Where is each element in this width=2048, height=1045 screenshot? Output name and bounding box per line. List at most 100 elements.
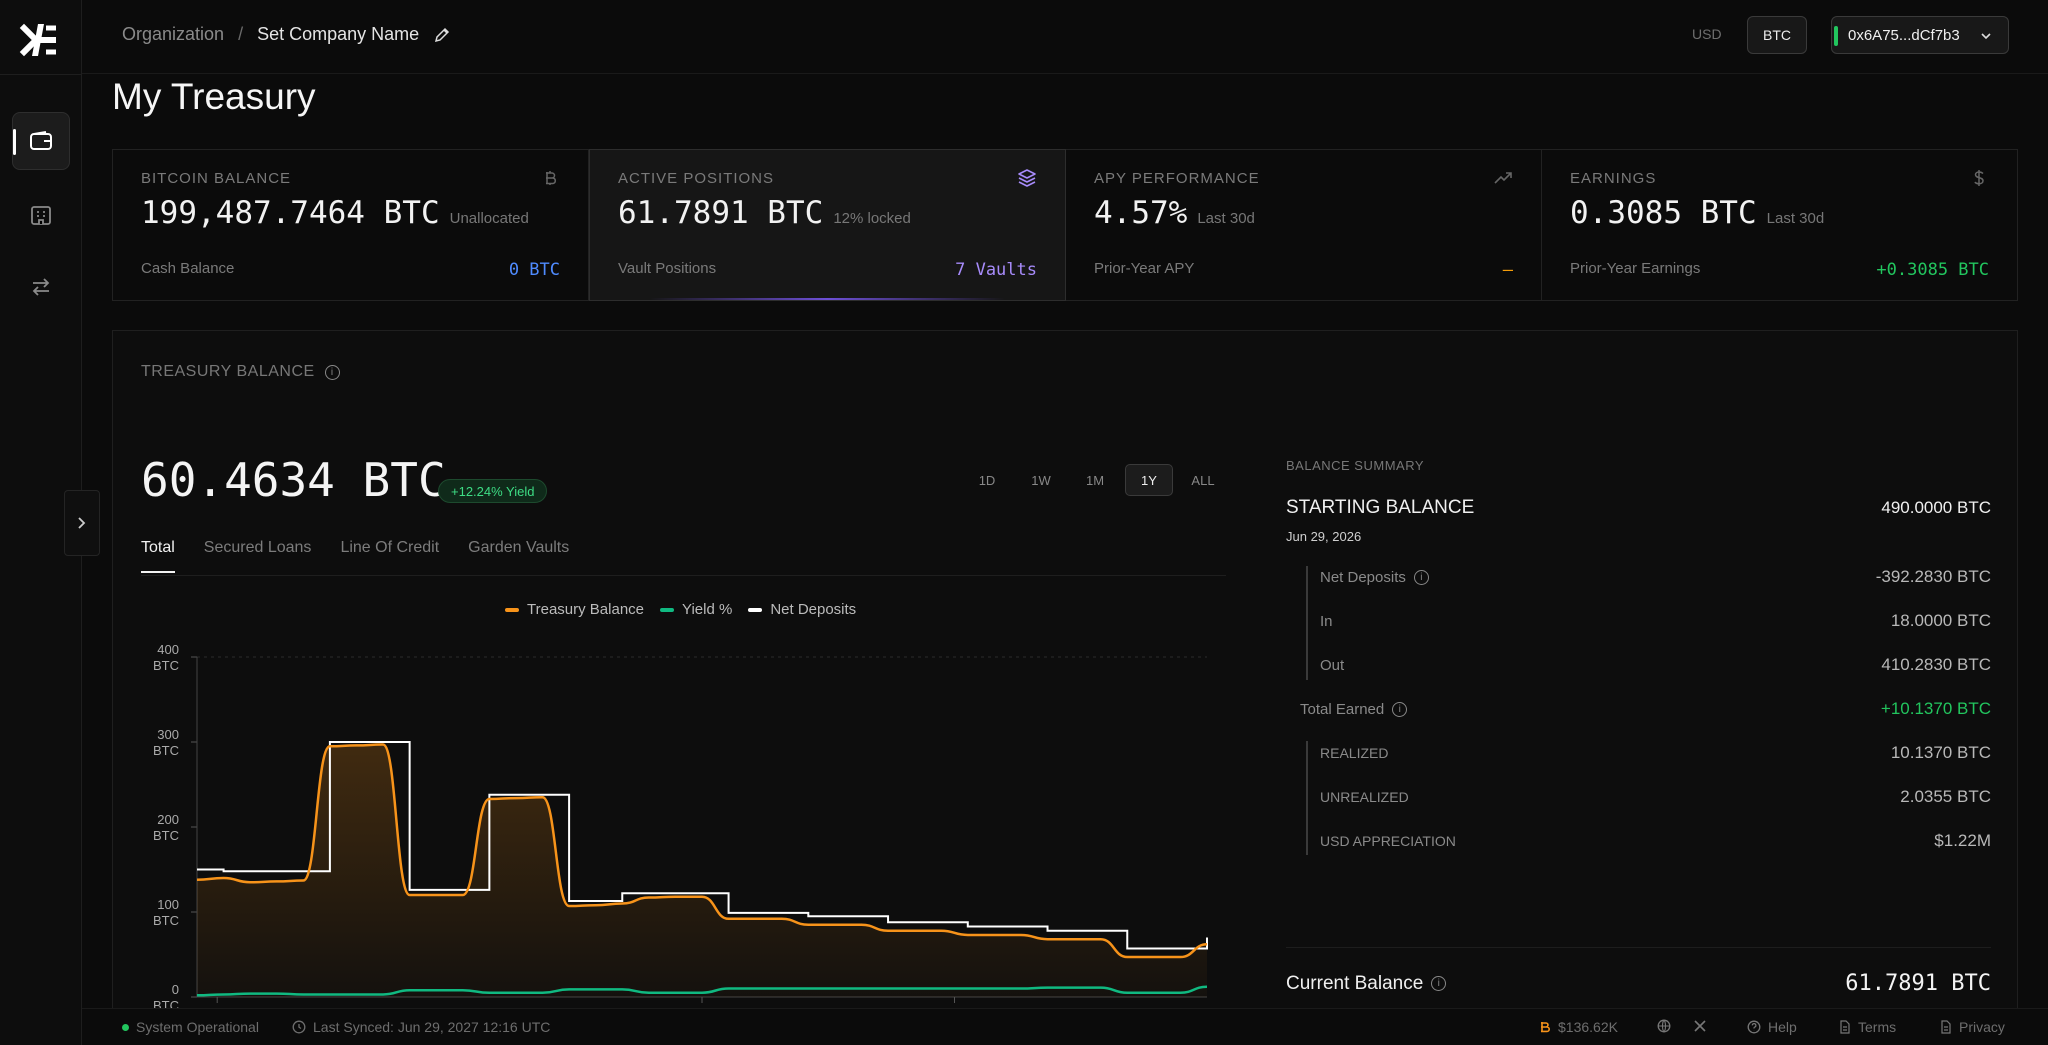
legend-item-yield[interactable]: Yield % <box>660 601 732 618</box>
building-icon <box>31 206 51 225</box>
stat-value: 199,487.7464 BTC <box>141 195 440 231</box>
breadcrumb: Organization / Set Company Name <box>122 24 451 45</box>
earned-tree-line <box>1306 741 1308 855</box>
tab-total[interactable]: Total <box>141 539 175 573</box>
treasury-label: TREASURY BALANCE <box>141 363 315 380</box>
range-1y[interactable]: 1Y <box>1125 464 1173 496</box>
y-tick-label: 0 <box>172 982 179 997</box>
sidebar-item-wallet[interactable] <box>12 112 70 170</box>
balance-summary: BALANCE SUMMARY STARTING BALANCE 490.000… <box>1286 331 1991 1029</box>
tab-secured-loans[interactable]: Secured Loans <box>203 539 312 556</box>
chevron-down-icon <box>1981 33 1991 40</box>
stat-foot-value: 7 Vaults <box>955 260 1037 280</box>
help-link[interactable]: Help <box>1747 1019 1797 1035</box>
pencil-icon[interactable] <box>433 26 451 44</box>
starting-balance-row: STARTING BALANCE 490.0000 BTC <box>1286 497 1991 519</box>
help-label: Help <box>1768 1019 1797 1035</box>
deposits-in-value: 18.0000 BTC <box>1890 611 1991 630</box>
stat-foot-value: +0.3085 BTC <box>1876 260 1989 280</box>
stat-sub: Last 30d <box>1197 210 1255 227</box>
x-logo-icon <box>1694 1020 1706 1032</box>
btc-price: $136.62K <box>1539 1019 1618 1035</box>
realized-row: REALIZED 10.1370 BTC <box>1320 743 1991 763</box>
currency-usd-toggle[interactable]: USD <box>1692 26 1722 42</box>
stat-card-active-positions[interactable]: ACTIVE POSITIONS 61.7891 BTC 12% locked … <box>589 149 1066 301</box>
x-link[interactable] <box>1693 1019 1707 1033</box>
terms-link[interactable]: Terms <box>1839 1019 1896 1035</box>
legend-label: Yield % <box>682 601 733 618</box>
stat-sub: 12% locked <box>833 210 911 227</box>
treasury-balance-line[interactable] <box>196 743 1208 959</box>
stat-cards: BITCOIN BALANCE 199,487.7464 BTC Unalloc… <box>112 149 2018 301</box>
layers-icon <box>1018 169 1036 187</box>
treasury-panel: TREASURY BALANCE i 60.4634 BTC +12.24% Y… <box>112 330 2018 1030</box>
tabs-divider <box>141 575 1226 576</box>
privacy-link[interactable]: Privacy <box>1940 1019 2005 1035</box>
net-deposits-line[interactable] <box>197 741 1208 950</box>
trending-up-icon <box>1494 172 1512 184</box>
current-balance-label-group: Current Balance i <box>1286 973 1447 995</box>
unrealized-value: 2.0355 BTC <box>1900 787 1991 806</box>
treasury-tabs: Total Secured Loans Line Of Credit Garde… <box>141 539 569 573</box>
chart-legend: Treasury Balance Yield % Net Deposits <box>505 601 856 618</box>
stat-label: BITCOIN BALANCE <box>141 170 292 187</box>
globe-link[interactable] <box>1657 1019 1671 1033</box>
tab-garden-vaults[interactable]: Garden Vaults <box>468 539 570 556</box>
range-1m[interactable]: 1M <box>1085 472 1105 488</box>
top-header: Organization / Set Company Name USD BTC … <box>82 0 2048 74</box>
usd-appreciation-value: $1.22M <box>1934 831 1991 850</box>
stat-card-earnings[interactable]: EARNINGS 0.3085 BTC Last 30d Prior-Year … <box>1542 150 2017 300</box>
breadcrumb-organization[interactable]: Organization <box>122 24 225 44</box>
stat-card-apy-performance[interactable]: APY PERFORMANCE 4.57% Last 30d Prior-Yea… <box>1066 150 1542 300</box>
legend-item-treasury-balance[interactable]: Treasury Balance <box>505 601 644 618</box>
breadcrumb-separator: / <box>238 24 244 44</box>
info-icon[interactable]: i <box>1431 975 1447 991</box>
range-1w[interactable]: 1W <box>1031 472 1051 488</box>
arrows-swap-icon <box>32 278 50 296</box>
y-tick-unit: BTC <box>153 743 179 758</box>
y-tick-unit: BTC <box>153 828 179 843</box>
wallet-icon <box>30 131 52 150</box>
stat-label: APY PERFORMANCE <box>1094 170 1260 187</box>
stat-foot-label: Prior-Year Earnings <box>1570 260 1701 277</box>
yield-badge: +12.24% Yield <box>438 479 548 503</box>
info-icon[interactable]: i <box>324 364 340 380</box>
wallet-dropdown[interactable]: 0x6A75...dCf7b3 <box>1831 16 2009 54</box>
dollar-icon <box>1974 170 1984 186</box>
sidebar-item-organization[interactable] <box>12 186 70 244</box>
app-logo[interactable] <box>16 16 64 64</box>
net-deposits-label: Net Deposits <box>1320 568 1406 586</box>
tab-line-of-credit[interactable]: Line Of Credit <box>340 539 440 556</box>
status-dot-icon <box>122 1023 129 1031</box>
chevron-right-icon <box>78 517 86 529</box>
privacy-label: Privacy <box>1959 1019 2005 1035</box>
stat-foot-value: 0 BTC <box>508 260 560 280</box>
net-deposits-label-group: Net Deposits i <box>1320 569 1429 586</box>
info-icon[interactable]: i <box>1392 702 1408 718</box>
clock-icon <box>292 1020 306 1034</box>
currency-btc-toggle[interactable]: BTC <box>1747 16 1807 54</box>
info-icon[interactable]: i <box>1413 570 1429 586</box>
treasury-balance: 60.4634 BTC <box>141 453 446 507</box>
legend-swatch <box>748 608 763 613</box>
net-deposits-row: Net Deposits i -392.2830 BTC <box>1320 567 1991 587</box>
range-1d[interactable]: 1D <box>978 472 996 488</box>
total-earned-label-group: Total Earned i <box>1300 701 1408 718</box>
sidebar-item-transfers[interactable] <box>12 258 70 316</box>
summary-divider <box>1286 947 1991 948</box>
usd-appreciation-label: USD APPRECIATION <box>1320 833 1456 849</box>
yield-line[interactable] <box>196 985 1208 997</box>
stat-foot-value: — <box>1502 260 1513 280</box>
legend-label: Net Deposits <box>770 601 857 618</box>
starting-balance-label: STARTING BALANCE <box>1286 497 1475 518</box>
y-tick-label: 400 <box>157 642 179 657</box>
legend-item-net-deposits[interactable]: Net Deposits <box>748 601 856 618</box>
sidebar-expand-button[interactable] <box>64 490 100 556</box>
range-selector: 1D 1W 1M 1Y ALL <box>963 464 1227 496</box>
last-synced-text: Last Synced: Jun 29, 2027 12:16 UTC <box>313 1019 551 1035</box>
btc-price-value: $136.62K <box>1558 1019 1618 1035</box>
range-all[interactable]: ALL <box>1191 472 1215 488</box>
unrealized-row: UNREALIZED 2.0355 BTC <box>1320 787 1991 807</box>
stat-card-bitcoin-balance[interactable]: BITCOIN BALANCE 199,487.7464 BTC Unalloc… <box>113 150 589 300</box>
